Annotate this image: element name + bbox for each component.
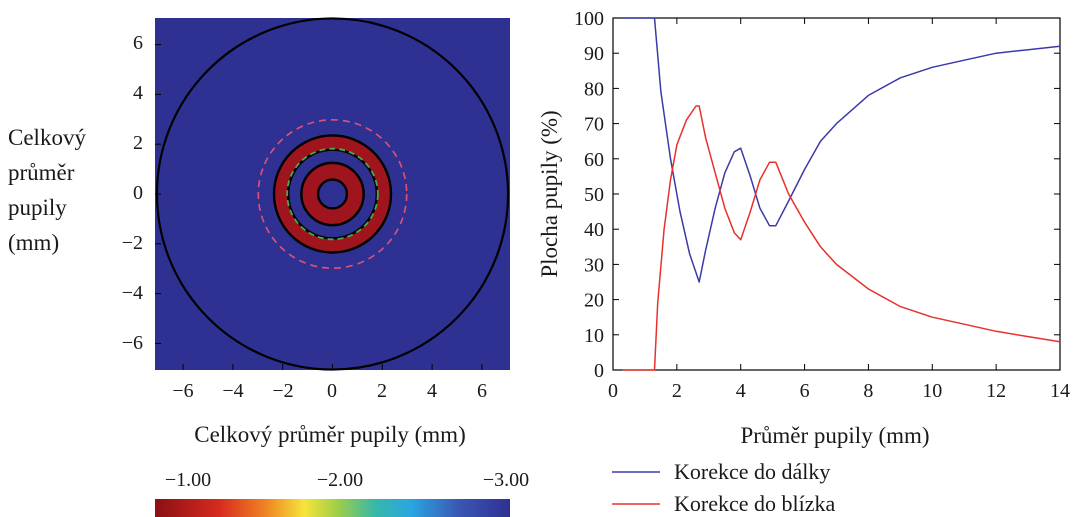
chart-frame	[612, 17, 1061, 371]
center-blue-disc	[318, 179, 347, 209]
side-label-line-1: Celkový	[8, 125, 86, 150]
chart-x-tick-label: 12	[986, 380, 1006, 402]
colorbar	[155, 499, 510, 517]
dashed-pink-circle	[257, 118, 408, 270]
chart-x-tick-labels: 0 2 4 6 8 10 12 14	[608, 380, 1070, 402]
map-x-tick: −2	[272, 380, 293, 402]
series-line-distance	[622, 17, 1061, 283]
map-y-tick: 6	[133, 32, 143, 54]
legend-label-near: Korekce do blízka	[674, 491, 835, 516]
outline-inner-ring	[300, 161, 365, 227]
chart-y-tick-label: 70	[584, 114, 604, 136]
chart-y-tick-labels: 0 10 20 30 40 50 60 70 80 90 100	[574, 8, 604, 382]
chart-y-tick-label: 100	[574, 8, 604, 30]
chart-x-tick-label: 14	[1050, 380, 1070, 402]
chart-y-tick-label: 30	[584, 254, 604, 276]
outline-outer-ring	[272, 134, 393, 254]
map-x-tick: 6	[477, 380, 487, 402]
right-panel: 0 2 4 6 8 10 12 14 0 10 20 30 40 50 60 70 80 90 100 Průmě…	[537, 8, 1070, 516]
chart-x-tick-label: 2	[672, 380, 682, 402]
chart-y-tick-label: 80	[584, 78, 604, 100]
outline-center	[316, 178, 349, 210]
map-x-tick: −4	[222, 380, 243, 402]
chart-y-tick-label: 0	[594, 360, 604, 382]
chart-x-tick-label: 4	[736, 380, 746, 402]
side-label-line-3: pupily	[8, 195, 67, 220]
chart-series-lines	[622, 17, 1061, 371]
side-label-line-2: průměr	[8, 160, 75, 185]
colorbar-tick: −2.00	[317, 469, 363, 491]
legend-label-distance: Korekce do dálky	[674, 459, 830, 484]
chart-y-tick-label: 60	[584, 149, 604, 171]
chart-y-tick-label: 20	[584, 290, 604, 312]
chart-y-tick-label: 40	[584, 219, 604, 241]
map-y-tick: 2	[133, 132, 143, 154]
colorbar-tick: −1.00	[165, 469, 211, 491]
chart-y-tick-label: 10	[584, 325, 604, 347]
chart-ticks-and-frame	[612, 17, 1061, 371]
series-line-near	[622, 105, 1061, 371]
chart-x-tick-label: 0	[608, 380, 618, 402]
map-y-tick: −6	[122, 332, 143, 354]
map-y-tick: 4	[133, 82, 143, 104]
chart-y-axis-label: Plocha pupily (%)	[537, 110, 562, 277]
colorbar-tick: −3.00	[483, 469, 529, 491]
map-x-tick: 0	[327, 380, 337, 402]
map-x-tick: 4	[427, 380, 437, 402]
pupil-map-rings	[155, 17, 510, 371]
map-y-tick: −4	[122, 282, 143, 304]
dashed-green-circle	[286, 147, 379, 241]
map-x-axis-label: Celkový průměr pupily (mm)	[194, 422, 466, 447]
chart-y-tick-label: 90	[584, 43, 604, 65]
side-label-line-4: (mm)	[8, 230, 59, 255]
chart-x-axis-label: Průměr pupily (mm)	[740, 423, 929, 448]
left-panel: Celkový průměr pupily (mm) −6 −4 −2 0 2 …	[8, 17, 529, 517]
map-x-ticks: −6 −4 −2 0 2 4 6	[172, 380, 487, 402]
map-y-ticks: 6 4 2 0 −2 −4 −6	[122, 32, 143, 354]
map-y-tick: 0	[133, 182, 143, 204]
legend: Korekce do dálky Korekce do blízka	[612, 459, 835, 516]
map-x-tick: −6	[172, 380, 193, 402]
map-x-tick: 2	[377, 380, 387, 402]
map-y-tick: −2	[122, 232, 143, 254]
outline-gap-ring	[286, 148, 379, 240]
chart-x-tick-label: 10	[922, 380, 942, 402]
colorbar-ticks: −1.00 −2.00 −3.00	[165, 469, 529, 491]
chart-x-tick-label: 6	[800, 380, 810, 402]
chart-x-tick-label: 8	[863, 380, 873, 402]
chart-y-tick-label: 50	[584, 184, 604, 206]
